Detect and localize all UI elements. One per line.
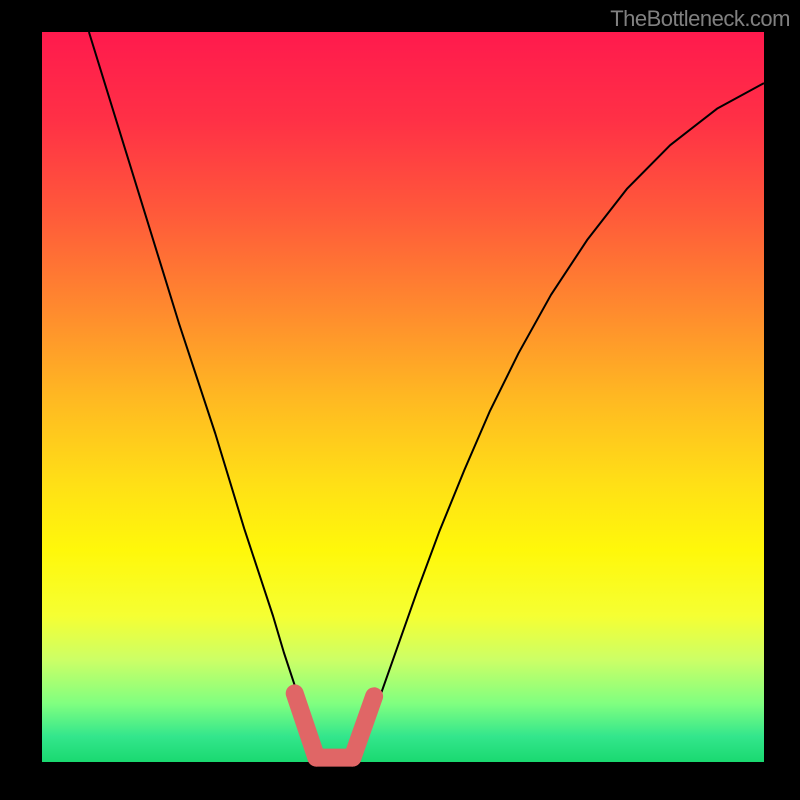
watermark-text: TheBottleneck.com — [610, 6, 790, 32]
heatmap-gradient-background — [42, 32, 764, 762]
chart-container: TheBottleneck.com — [0, 0, 800, 800]
